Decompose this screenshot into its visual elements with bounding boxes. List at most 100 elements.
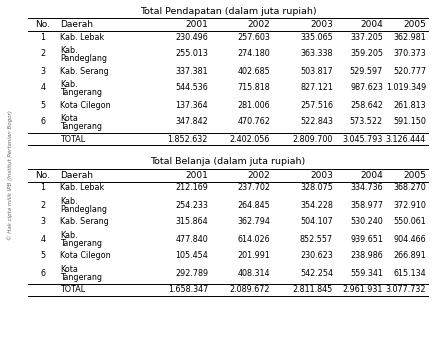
Text: 358.977: 358.977 — [350, 201, 383, 210]
Text: 328.075: 328.075 — [300, 183, 333, 192]
Text: 105.454: 105.454 — [175, 252, 208, 260]
Text: 137.364: 137.364 — [175, 100, 208, 110]
Text: 408.314: 408.314 — [238, 268, 270, 278]
Text: Kab. Serang: Kab. Serang — [60, 217, 109, 226]
Text: 542.254: 542.254 — [300, 268, 333, 278]
Text: Kab.: Kab. — [60, 46, 78, 55]
Text: 852.557: 852.557 — [300, 234, 333, 244]
Text: 238.986: 238.986 — [350, 252, 383, 260]
Text: 2003: 2003 — [310, 171, 333, 180]
Text: 359.205: 359.205 — [350, 49, 383, 58]
Text: 347.842: 347.842 — [175, 118, 208, 126]
Text: 715.818: 715.818 — [237, 84, 270, 92]
Text: 614.026: 614.026 — [237, 234, 270, 244]
Text: 2.089.672: 2.089.672 — [229, 286, 270, 294]
Text: Daerah: Daerah — [60, 171, 93, 180]
Text: 504.107: 504.107 — [300, 217, 333, 226]
Text: 3.077.732: 3.077.732 — [385, 286, 426, 294]
Text: Kab. Lebak: Kab. Lebak — [60, 33, 104, 42]
Text: 3: 3 — [41, 66, 45, 76]
Text: 1.019.349: 1.019.349 — [386, 84, 426, 92]
Text: 2: 2 — [41, 201, 45, 210]
Text: 1: 1 — [41, 183, 45, 192]
Text: 2001: 2001 — [185, 171, 208, 180]
Text: Tangerang: Tangerang — [60, 239, 102, 248]
Text: 939.651: 939.651 — [350, 234, 383, 244]
Text: 2.961.931: 2.961.931 — [343, 286, 383, 294]
Text: 522.843: 522.843 — [300, 118, 333, 126]
Text: 315.864: 315.864 — [175, 217, 208, 226]
Text: 2004: 2004 — [360, 171, 383, 180]
Text: 550.061: 550.061 — [393, 217, 426, 226]
Text: 362.981: 362.981 — [393, 33, 426, 42]
Text: © Hak cipta milik IPB (Institut Pertanian Bogor): © Hak cipta milik IPB (Institut Pertania… — [7, 110, 13, 240]
Text: 264.845: 264.845 — [237, 201, 270, 210]
Text: TOTAL: TOTAL — [60, 134, 85, 144]
Text: 3.045.793: 3.045.793 — [343, 134, 383, 144]
Text: 337.381: 337.381 — [175, 66, 208, 76]
Text: Kab.: Kab. — [60, 231, 78, 239]
Text: 258.642: 258.642 — [350, 100, 383, 110]
Text: 3: 3 — [41, 217, 45, 226]
Text: TOTAL: TOTAL — [60, 286, 85, 294]
Text: 257.516: 257.516 — [300, 100, 333, 110]
Text: 1: 1 — [41, 33, 45, 42]
Text: 212.169: 212.169 — [175, 183, 208, 192]
Text: 2001: 2001 — [185, 20, 208, 29]
Text: 230.496: 230.496 — [175, 33, 208, 42]
Text: 559.341: 559.341 — [350, 268, 383, 278]
Text: 544.536: 544.536 — [175, 84, 208, 92]
Text: No.: No. — [35, 171, 51, 180]
Text: 274.180: 274.180 — [237, 49, 270, 58]
Text: 827.121: 827.121 — [300, 84, 333, 92]
Text: 292.789: 292.789 — [175, 268, 208, 278]
Text: Total Belanja (dalam juta rupiah): Total Belanja (dalam juta rupiah) — [150, 158, 305, 167]
Text: 2: 2 — [41, 49, 45, 58]
Text: 335.065: 335.065 — [300, 33, 333, 42]
Text: 5: 5 — [41, 100, 45, 110]
Text: 266.891: 266.891 — [393, 252, 426, 260]
Text: Tangerang: Tangerang — [60, 88, 102, 97]
Text: 254.233: 254.233 — [175, 201, 208, 210]
Text: 4: 4 — [41, 234, 45, 244]
Text: 987.623: 987.623 — [350, 84, 383, 92]
Text: 2005: 2005 — [403, 20, 426, 29]
Text: 2002: 2002 — [247, 20, 270, 29]
Text: Daerah: Daerah — [60, 20, 93, 29]
Text: 261.813: 261.813 — [394, 100, 426, 110]
Text: 257.603: 257.603 — [237, 33, 270, 42]
Text: Tangerang: Tangerang — [60, 273, 102, 282]
Text: No.: No. — [35, 20, 51, 29]
Text: 591.150: 591.150 — [393, 118, 426, 126]
Text: 368.270: 368.270 — [393, 183, 426, 192]
Text: 362.794: 362.794 — [237, 217, 270, 226]
Text: 1.658.347: 1.658.347 — [168, 286, 208, 294]
Text: 2003: 2003 — [310, 20, 333, 29]
Text: 334.736: 334.736 — [350, 183, 383, 192]
Text: 530.240: 530.240 — [350, 217, 383, 226]
Text: Pandeglang: Pandeglang — [60, 54, 107, 63]
Text: 477.840: 477.840 — [175, 234, 208, 244]
Text: 503.817: 503.817 — [300, 66, 333, 76]
Text: 255.013: 255.013 — [175, 49, 208, 58]
Text: 4: 4 — [41, 84, 45, 92]
Text: 2002: 2002 — [247, 171, 270, 180]
Text: Kab.: Kab. — [60, 79, 78, 89]
Text: 370.373: 370.373 — [393, 49, 426, 58]
Text: Kab. Serang: Kab. Serang — [60, 66, 109, 76]
Text: Kab.: Kab. — [60, 197, 78, 205]
Text: 402.685: 402.685 — [237, 66, 270, 76]
Text: 2004: 2004 — [360, 20, 383, 29]
Text: 6: 6 — [41, 118, 45, 126]
Text: Kota Cilegon: Kota Cilegon — [60, 100, 111, 110]
Text: 372.910: 372.910 — [393, 201, 426, 210]
Text: 363.338: 363.338 — [301, 49, 333, 58]
Text: 6: 6 — [41, 268, 45, 278]
Text: 230.623: 230.623 — [300, 252, 333, 260]
Text: 529.597: 529.597 — [350, 66, 383, 76]
Text: 520.777: 520.777 — [393, 66, 426, 76]
Text: Kota: Kota — [60, 113, 78, 122]
Text: Pandeglang: Pandeglang — [60, 205, 107, 214]
Text: 337.205: 337.205 — [350, 33, 383, 42]
Text: 2005: 2005 — [403, 171, 426, 180]
